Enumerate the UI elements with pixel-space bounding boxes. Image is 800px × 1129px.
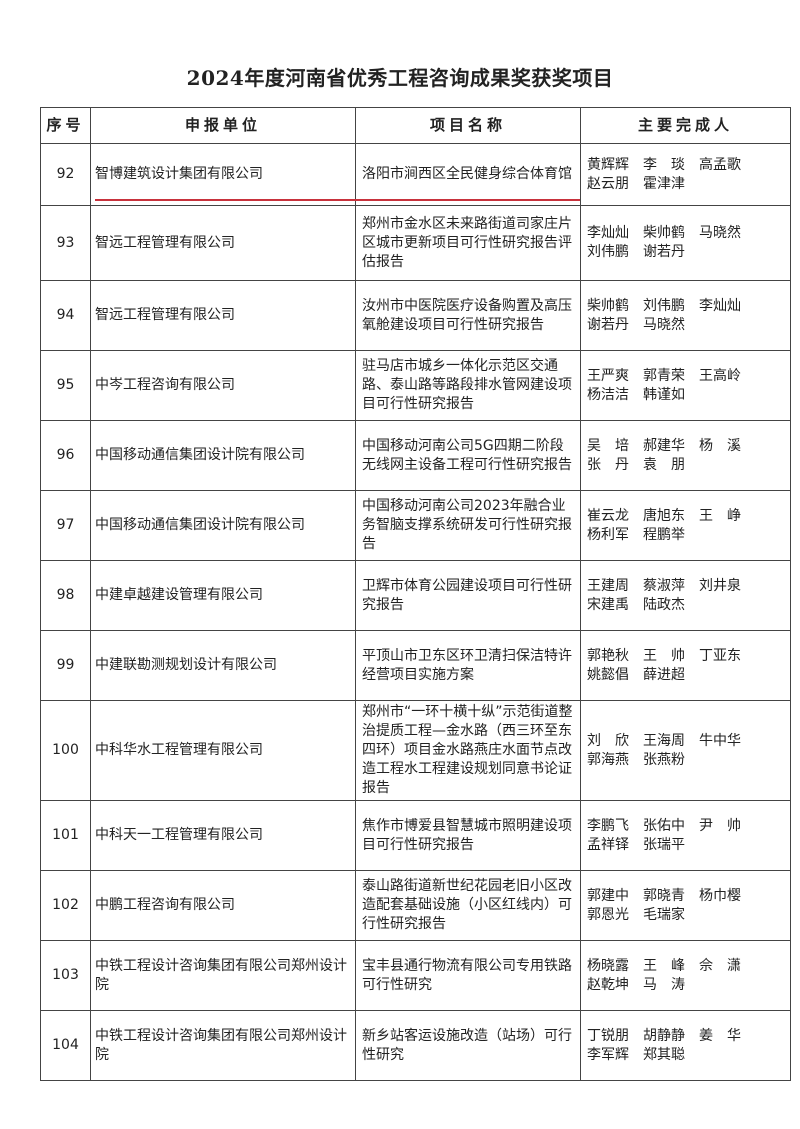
project-cell: 焦作市博爱县智慧城市照明建设项目可行性研究报告 xyxy=(355,800,581,871)
unit-cell: 中科天一工程管理有限公司 xyxy=(90,800,356,871)
project-cell: 驻马店市城乡一体化示范区交通路、泰山路等路段排水管网建设项目可行性研究报告 xyxy=(355,350,581,421)
seq-cell: 103 xyxy=(40,940,91,1011)
table-row: 94 智远工程管理有限公司 汝州市中医院医疗设备购置及高压氧舱建设项目可行性研究报告… xyxy=(40,280,791,351)
seq-cell: 100 xyxy=(40,700,91,801)
table-row: 98 中建卓越建设管理有限公司 卫辉市体育公园建设项目可行性研究报告 王建周 蔡淑萍 … xyxy=(40,560,791,631)
header-unit: 申报单位 xyxy=(90,107,356,144)
project-cell: 平顶山市卫东区环卫清扫保洁特许经营项目实施方案 xyxy=(355,630,581,701)
people-cell: 王严爽 郭青荣 王高岭 杨洁洁 韩谨如 xyxy=(580,350,791,421)
project-cell: 宝丰县通行物流有限公司专用铁路可行性研究 xyxy=(355,940,581,1011)
people-cell: 吴 培 郝建华 杨 溪 张 丹 袁 朋 xyxy=(580,420,791,491)
project-cell: 洛阳市涧西区全民健身综合体育馆 xyxy=(355,143,581,206)
table-row: 103 中铁工程设计咨询集团有限公司郑州设计院 宝丰县通行物流有限公司专用铁路可行性… xyxy=(40,940,791,1011)
people-cell: 崔云龙 唐旭东 王 峥 杨利军 程鹏举 xyxy=(580,490,791,561)
seq-cell: 104 xyxy=(40,1010,91,1081)
seq-cell: 93 xyxy=(40,205,91,281)
people-cell: 王建周 蔡淑萍 刘井泉 宋建禹 陆政杰 xyxy=(580,560,791,631)
people-cell: 黄辉辉 李 琰 高孟歌 赵云朋 霍津津 xyxy=(580,143,791,206)
people-cell: 李灿灿 柴帅鹤 马晓然 刘伟鹏 谢若丹 xyxy=(580,205,791,281)
project-cell: 汝州市中医院医疗设备购置及高压氧舱建设项目可行性研究报告 xyxy=(355,280,581,351)
project-cell: 郑州市金水区未来路街道司家庄片区城市更新项目可行性研究报告评估报告 xyxy=(355,205,581,281)
table-row: 102 中鹏工程咨询有限公司 泰山路街道新世纪花园老旧小区改造配套基础设施（小区红线… xyxy=(40,870,791,941)
table-row: 96 中国移动通信集团设计院有限公司 中国移动河南公司5G四期二阶段无线网主设备工程… xyxy=(40,420,791,491)
unit-cell: 中岑工程咨询有限公司 xyxy=(90,350,356,421)
table-row: 100 中科华水工程管理有限公司 郑州市“一环十横十纵”示范街道整治提质工程—金水路… xyxy=(40,700,791,801)
seq-cell: 98 xyxy=(40,560,91,631)
unit-cell: 中国移动通信集团设计院有限公司 xyxy=(90,420,356,491)
project-cell: 中国移动河南公司5G四期二阶段无线网主设备工程可行性研究报告 xyxy=(355,420,581,491)
table-row: 104 中铁工程设计咨询集团有限公司郑州设计院 新乡站客运设施改造（站场）可行性研究… xyxy=(40,1010,791,1081)
unit-cell: 中国移动通信集团设计院有限公司 xyxy=(90,490,356,561)
people-cell: 丁锐朋 胡静静 姜 华 李军辉 郑其聪 xyxy=(580,1010,791,1081)
header-seq: 序号 xyxy=(40,107,91,144)
table-row: 97 中国移动通信集团设计院有限公司 中国移动河南公司2023年融合业务智脑支撑系统… xyxy=(40,490,791,561)
project-cell: 新乡站客运设施改造（站场）可行性研究 xyxy=(355,1010,581,1081)
unit-cell: 中铁工程设计咨询集团有限公司郑州设计院 xyxy=(90,1010,356,1081)
seq-cell: 99 xyxy=(40,630,91,701)
people-cell: 刘 欣 王海周 牛中华 郭海燕 张燕粉 xyxy=(580,700,791,801)
unit-cell: 智博建筑设计集团有限公司 xyxy=(90,143,356,206)
unit-cell: 智远工程管理有限公司 xyxy=(90,280,356,351)
seq-cell: 95 xyxy=(40,350,91,421)
unit-cell: 智远工程管理有限公司 xyxy=(90,205,356,281)
people-cell: 柴帅鹤 刘伟鹏 李灿灿 谢若丹 马晓然 xyxy=(580,280,791,351)
header-people: 主要完成人 xyxy=(580,107,791,144)
unit-cell: 中铁工程设计咨询集团有限公司郑州设计院 xyxy=(90,940,356,1011)
table-row: 101 中科天一工程管理有限公司 焦作市博爱县智慧城市照明建设项目可行性研究报告 李鹏… xyxy=(40,800,791,871)
unit-cell: 中建卓越建设管理有限公司 xyxy=(90,560,356,631)
seq-cell: 96 xyxy=(40,420,91,491)
people-cell: 杨晓露 王 峰 佘 潇 赵乾坤 马 涛 xyxy=(580,940,791,1011)
unit-cell: 中科华水工程管理有限公司 xyxy=(90,700,356,801)
table-row: 99 中建联勘测规划设计有限公司 平顶山市卫东区环卫清扫保洁特许经营项目实施方案 郭艳… xyxy=(40,630,791,701)
people-cell: 郭建中 郭晓青 杨巾樱 郭恩光 毛瑞家 xyxy=(580,870,791,941)
page-title: 2024年度河南省优秀工程咨询成果奖获奖项目 xyxy=(186,66,614,90)
unit-cell: 中鹏工程咨询有限公司 xyxy=(90,870,356,941)
people-cell: 郭艳秋 王 帅 丁亚东 姚懿倡 薛进超 xyxy=(580,630,791,701)
header-project: 项目名称 xyxy=(355,107,581,144)
seq-cell: 92 xyxy=(40,143,91,206)
red-underline xyxy=(95,199,580,201)
project-cell: 中国移动河南公司2023年融合业务智脑支撑系统研发可行性研究报告 xyxy=(355,490,581,561)
table-row: 95 中岑工程咨询有限公司 驻马店市城乡一体化示范区交通路、泰山路等路段排水管网建设… xyxy=(40,350,791,421)
award-table: 序号 申报单位 项目名称 主要完成人 92 智博建筑设计集团有限公司 洛阳市涧西区全… xyxy=(40,107,791,1081)
seq-cell: 94 xyxy=(40,280,91,351)
unit-cell: 中建联勘测规划设计有限公司 xyxy=(90,630,356,701)
people-cell: 李鹏飞 张佑中 尹 帅 孟祥铎 张瑞平 xyxy=(580,800,791,871)
project-cell: 郑州市“一环十横十纵”示范街道整治提质工程—金水路（西三环至东四环）项目金水路燕… xyxy=(355,700,581,801)
table-header: 序号 申报单位 项目名称 主要完成人 xyxy=(40,107,791,144)
project-cell: 泰山路街道新世纪花园老旧小区改造配套基础设施（小区红线内）可行性研究报告 xyxy=(355,870,581,941)
seq-cell: 97 xyxy=(40,490,91,561)
seq-cell: 101 xyxy=(40,800,91,871)
table-row: 93 智远工程管理有限公司 郑州市金水区未来路街道司家庄片区城市更新项目可行性研究报… xyxy=(40,205,791,281)
table-row: 92 智博建筑设计集团有限公司 洛阳市涧西区全民健身综合体育馆 黄辉辉 李 琰 高孟歌… xyxy=(40,143,791,206)
seq-cell: 102 xyxy=(40,870,91,941)
project-cell: 卫辉市体育公园建设项目可行性研究报告 xyxy=(355,560,581,631)
